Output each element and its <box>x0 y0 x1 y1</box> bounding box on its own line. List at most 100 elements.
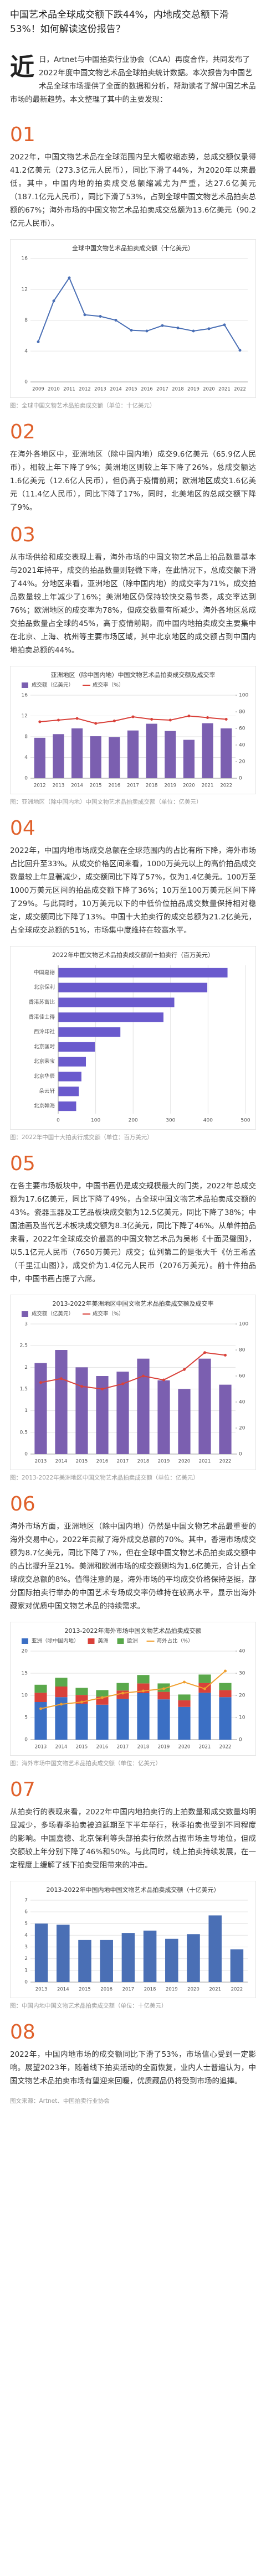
y-tick-label: 20 <box>22 1649 28 1654</box>
y-tick-label: 4 <box>24 1933 28 1938</box>
article: 中国艺术品全球成交额下跌44%，内地成交总额下滑53%！如何解读这份报告？ 近日… <box>10 9 256 2104</box>
chart-title: 全球中国文物艺术品拍卖成交额（十亿美元） <box>72 244 194 252</box>
bar <box>58 1042 95 1052</box>
bar <box>55 1697 68 1740</box>
point <box>99 315 102 318</box>
y-tick-label: 4 <box>24 349 28 354</box>
y-tick-label: 北京保利 <box>34 984 55 991</box>
x-tick-label: 2015 <box>79 1987 91 1993</box>
y2-tick-label: 100 <box>239 1322 248 1327</box>
bar <box>137 1358 150 1454</box>
point <box>121 1382 124 1385</box>
y2-tick-label: 80 <box>239 710 245 715</box>
y-tick-label: 7 <box>24 1898 28 1903</box>
y-tick-label: 香港苏富比 <box>28 999 55 1006</box>
x-tick-label: 200 <box>129 1118 138 1124</box>
point <box>60 1377 63 1380</box>
x-tick-label: 2020 <box>187 1987 200 1993</box>
point <box>131 715 135 718</box>
x-tick-label: 2018 <box>146 783 158 789</box>
y2-tick-label: 20 <box>239 759 245 765</box>
chart: 2022年中国文物艺术品拍卖成交额前十拍卖行（百万美元） 0 100 200 300 40… <box>28 951 250 1124</box>
bar <box>116 1683 129 1691</box>
y-tick-label: 香港佳士得 <box>28 1013 55 1020</box>
x-tick-label: 2017 <box>117 1745 129 1750</box>
x-tick-label: 2015 <box>76 1745 88 1750</box>
point <box>224 1353 227 1357</box>
chart-caption: 图：中国内地中国文物艺术品拍卖成交额（单位：十亿美元） <box>10 2003 167 2009</box>
point <box>192 329 195 333</box>
y2-tick-label: 60 <box>239 726 245 732</box>
x-tick-label: 2022 <box>219 1459 232 1465</box>
x-tick-label: 2016 <box>141 387 153 392</box>
y-tick-label: 3 <box>24 1944 28 1950</box>
section-number: 07 <box>10 1778 35 1801</box>
point <box>224 718 228 721</box>
bar <box>198 1358 211 1454</box>
bar <box>178 1700 191 1707</box>
chart-caption: 图：全球中国文物艺术品拍卖成交额（单位：十亿美元） <box>10 402 156 409</box>
chart-title: 2013-2022年美洲地区中国文物艺术品拍卖成交额及成交率 <box>53 1300 214 1307</box>
bar <box>58 968 228 977</box>
bar <box>146 723 157 778</box>
x-tick-label: 2010 <box>48 387 60 392</box>
y-tick-label: 0.5 <box>20 1430 28 1435</box>
legend-swatch <box>22 682 28 688</box>
x-tick-label: 2019 <box>158 1745 170 1750</box>
y-tick-label: 5 <box>24 1715 28 1721</box>
section-text: 2022年，中国文物艺术品在全球范围内呈大幅收缩态势，总成交额仅录得41.2亿美… <box>10 153 256 228</box>
point <box>94 722 98 725</box>
bar <box>34 1363 47 1454</box>
x-tick-label: 500 <box>241 1118 250 1124</box>
x-tick-label: 2014 <box>57 1987 69 1993</box>
x-tick-label: 2012 <box>79 387 91 392</box>
bar <box>116 1372 129 1454</box>
chart-figure: 全球中国文物艺术品拍卖成交额（十亿美元） 0 4 8 12 16 2009 2010 2011 2… <box>10 239 256 398</box>
legend-label: 亚洲（除中国内地） <box>32 1638 79 1644</box>
point <box>101 1696 104 1699</box>
bar <box>178 1694 191 1700</box>
y2-tick-label: 30 <box>239 1671 245 1677</box>
section-number: 01 <box>10 123 35 146</box>
y-tick-label: 北京华辰 <box>34 1073 55 1080</box>
x-tick-label: 2017 <box>117 1459 129 1465</box>
y-tick-label: 8 <box>24 318 28 323</box>
bar <box>230 1949 244 1982</box>
x-tick-label: 0 <box>57 1118 60 1124</box>
chart-title: 2013-2022年中国内地中国文物艺术品拍卖成交额（十亿美元） <box>47 1886 220 1894</box>
point <box>101 1388 104 1390</box>
bar <box>58 1101 76 1111</box>
bar <box>219 1384 232 1454</box>
legend-label: 美洲 <box>98 1638 109 1644</box>
sections: 01 2022年，中国文物艺术品在全球范围内呈大幅收缩态势，总成交额仅录得41.2… <box>10 123 256 2088</box>
x-tick-label: 2022 <box>219 1745 232 1750</box>
chart-figure: 2013-2022年海外市场中国文物艺术品拍卖成交额 亚洲（除中国内地） 美洲 欧洲 海… <box>10 1622 256 1756</box>
bar <box>34 737 45 778</box>
footer: 图文来源：Artnet、中国拍卖行业协会 <box>10 2098 110 2104</box>
x-tick-label: 2013 <box>35 1987 48 1993</box>
bar <box>165 1938 178 1982</box>
y-tick-label: 15 <box>22 1671 28 1677</box>
x-tick-label: 2021 <box>199 1459 211 1465</box>
legend-label: 欧洲 <box>127 1638 138 1644</box>
point <box>238 349 242 352</box>
section-text: 2022年，中国内地市场成交总额在全球范围内的占比有所下降，海外市场占比回升至3… <box>10 846 256 935</box>
bar <box>34 1923 48 1982</box>
bar <box>34 1693 47 1702</box>
point <box>142 1689 145 1693</box>
point <box>39 1707 42 1710</box>
y2-tick-label: 0 <box>239 776 242 782</box>
bar <box>157 1699 170 1740</box>
bar <box>157 1692 170 1700</box>
bar <box>96 1704 109 1740</box>
bar <box>109 737 120 778</box>
bar <box>90 736 101 778</box>
y-tick-label: 8 <box>24 734 28 740</box>
section-text: 从拍卖行的表现来看，2022年中国内地拍卖行的上拍数量和成交数量均明显减少，多场… <box>10 1808 256 1870</box>
x-tick-label: 2014 <box>55 1745 68 1750</box>
bar <box>219 1690 232 1698</box>
x-tick-label: 2019 <box>158 1459 170 1465</box>
legend-swatch <box>117 1638 124 1644</box>
section-number: 06 <box>10 1493 35 1515</box>
